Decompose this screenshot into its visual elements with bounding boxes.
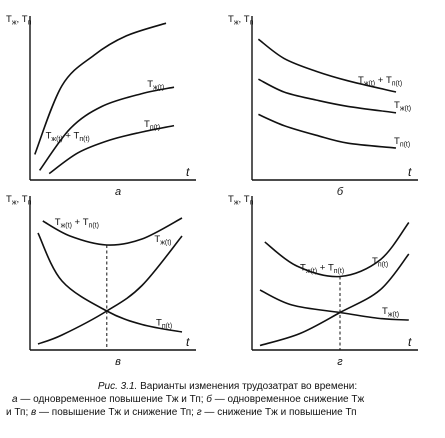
curve-tp-b — [258, 113, 397, 149]
caption-text-b: — одновременное снижение Тж — [211, 394, 365, 405]
caption-prefix: Рис. 3.1. — [97, 381, 138, 392]
curve-sum-a — [34, 22, 167, 155]
caption-title-text: Варианты изменения трудозатрат во времен… — [140, 381, 358, 392]
series-label-tzh-a: Тж(t)​ — [147, 79, 164, 92]
chart-panel-b: Тж​, Тп​ t б Тж(t)​ + Тп(t)​ Тж(t)​ Тп(t)​ — [228, 14, 418, 198]
series-label-sum-v: Тж(t)​ + Тп(t)​ — [55, 217, 99, 230]
caption-text-a: — одновременное повышение Тж и Тп; — [17, 394, 207, 405]
series-label-sum-a: Тж(t)​ + Тп(t)​ — [46, 130, 90, 143]
series-label-tp-b: Тп(t)​ — [394, 136, 410, 149]
series-label-tp-v: Тп(t)​ — [156, 318, 172, 331]
panel-label-g: г — [337, 356, 343, 368]
x-axis-label-b: t — [408, 165, 412, 179]
chart-panel-a: Тж​, Тп​ t а Тж(t)​ + Тп(t)​ Тж(t)​ Тп(t)​ — [6, 14, 196, 198]
panel-label-b: б — [337, 186, 344, 198]
caption-line-2: и Тп; в — повышение Тж и снижение Тп; г … — [0, 406, 445, 419]
curve-sum-v — [42, 217, 183, 246]
series-label-tp-g: Тп(t)​ — [372, 256, 388, 269]
caption-text-g: — снижение Тж и повышение Тп — [201, 407, 357, 418]
caption-text-b2: и Тп; — [6, 407, 32, 418]
caption-letter-a: а — [12, 394, 18, 405]
figure-caption: Рис. 3.1. Варианты изменения трудозатрат… — [0, 380, 445, 438]
panel-label-a: а — [115, 186, 121, 198]
series-label-tp-a: Тп(t)​ — [144, 119, 160, 132]
x-axis-label-v: t — [186, 335, 190, 349]
curve-sum-b — [257, 38, 397, 93]
curve-tzh-a — [38, 86, 175, 171]
y-axis-label-a: Тж​, Тп​ — [6, 14, 32, 27]
y-axis-label-v: Тж​, Тп​ — [6, 194, 32, 207]
caption-text-v: — повышение Тж и снижение Тп; — [36, 407, 197, 418]
caption-line-1: а — одновременное повышение Тж и Тп; б —… — [0, 393, 445, 406]
curve-tp-v — [37, 232, 183, 333]
series-label-sum-b: Тж(t)​ + Тп(t)​ — [358, 75, 402, 88]
x-axis-label-a: t — [186, 165, 190, 179]
caption-letter-v: в — [31, 407, 37, 418]
curve-tzh-b — [258, 78, 397, 114]
curve-sum-g — [264, 222, 410, 278]
y-axis-label-g: Тж​, Тп​ — [228, 194, 254, 207]
x-axis-label-g: t — [408, 335, 412, 349]
panel-label-v: в — [115, 356, 121, 368]
curve-tp-a — [48, 124, 175, 175]
series-label-tzh-b: Тж(t)​ — [394, 100, 411, 113]
caption-title: Рис. 3.1. Варианты изменения трудозатрат… — [0, 380, 445, 393]
curve-tp-g — [259, 253, 410, 347]
series-label-sum-g: Тж(t)​ + Тп(t)​ — [300, 263, 344, 276]
caption-letter-g: г — [196, 407, 202, 418]
caption-letter-b: б — [206, 394, 212, 405]
series-label-tzh-v: Тж(t)​ — [154, 234, 171, 247]
series-label-tzh-g: Тж(t)​ — [382, 306, 399, 319]
chart-panel-g: Тж​, Тп​ t г Тж(t)​ + Тп(t)​ Тж(t)​ Тп(t)​ — [228, 194, 418, 368]
chart-panel-v: Тж​, Тп​ t в Тж(t)​ + Тп(t)​ Тж(t)​ Тп(t)​ — [6, 194, 196, 368]
y-axis-label-b: Тж​, Тп​ — [228, 14, 254, 27]
